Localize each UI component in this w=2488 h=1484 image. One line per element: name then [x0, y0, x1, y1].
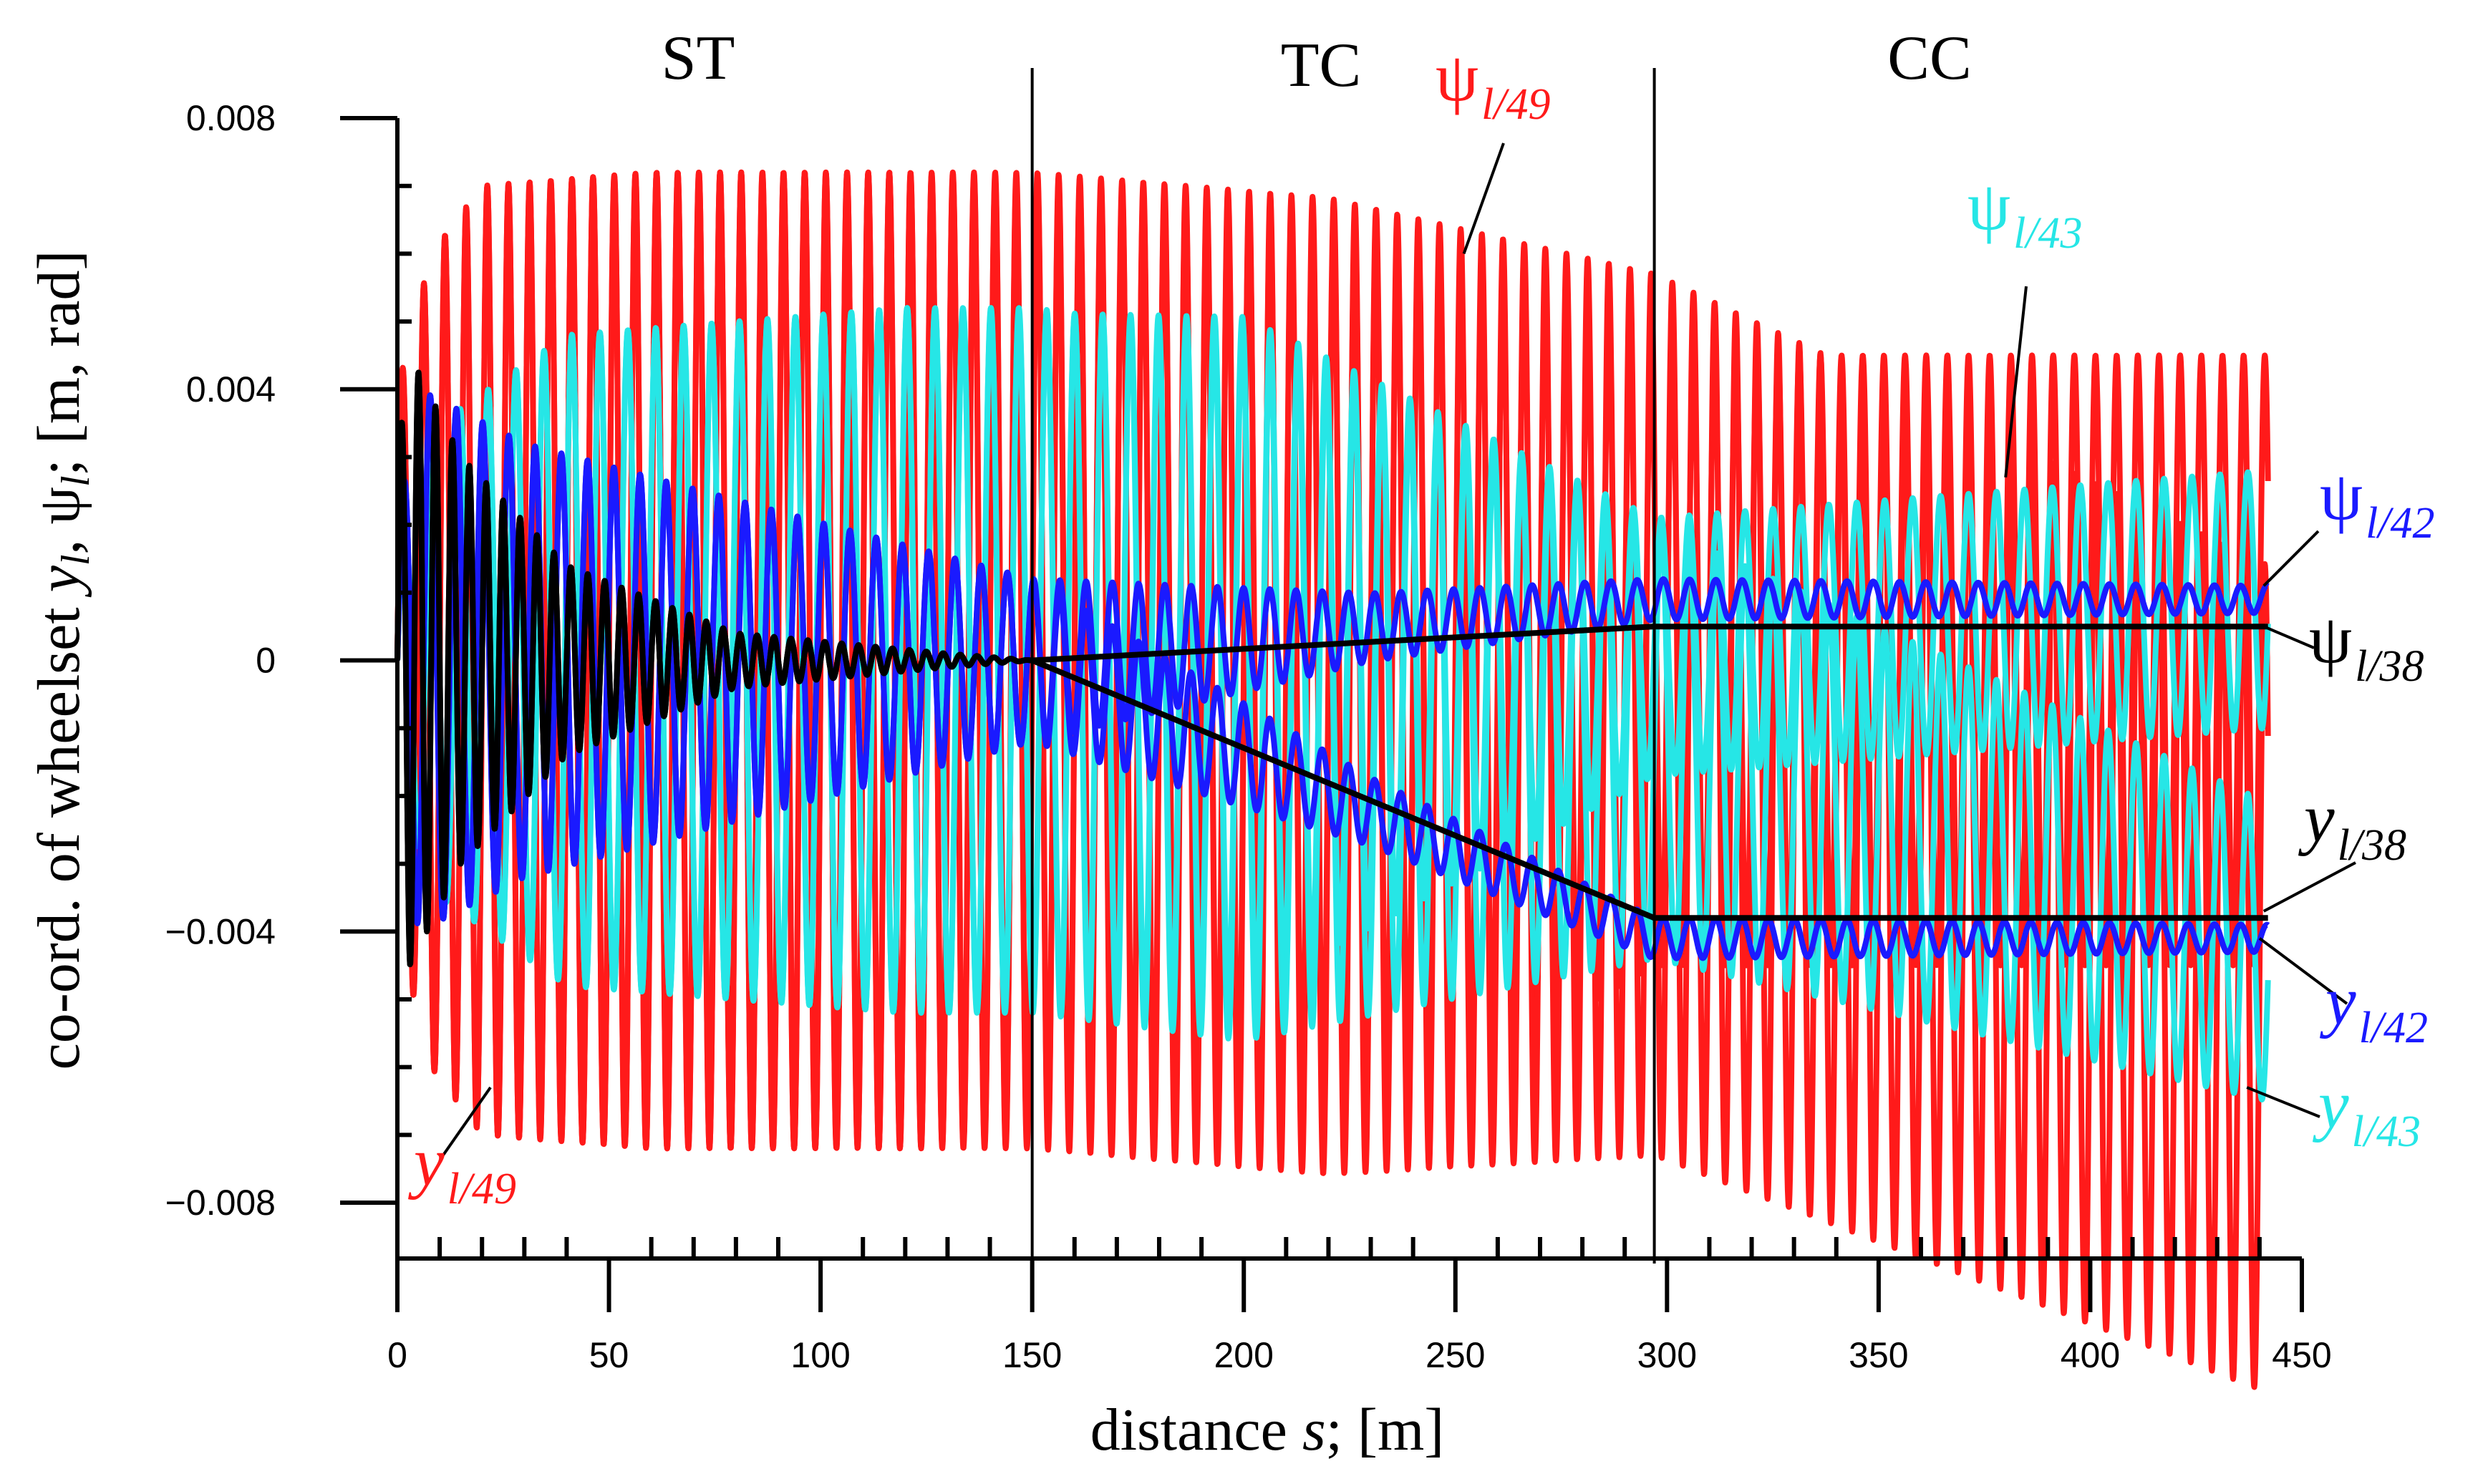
leader-line-psil-42	[2262, 530, 2320, 587]
axes: 0.008 0.004 0 −0.004 −0.008 0 50 100 150 200 250 30…	[165, 98, 2332, 1375]
series-label-psil-38: ψl/38	[2309, 601, 2424, 691]
series-subscript: l/38	[2355, 642, 2424, 691]
series-label-yl-49: yl/49	[407, 1123, 516, 1213]
leader-line-yl-43	[2246, 1086, 2320, 1118]
section-boundaries	[1030, 68, 1656, 1264]
y-tick-label: 0.008	[186, 98, 276, 138]
series-symbol: y	[407, 1123, 445, 1200]
x-tick-label: 450	[2272, 1335, 2331, 1375]
series-label-yl-38: yl/38	[2298, 780, 2406, 870]
section-label-cc: CC	[1887, 24, 1971, 93]
series-line-yl-38	[395, 369, 2271, 968]
series-symbol: ψ	[2320, 457, 2363, 534]
series-subscript: l/49	[1481, 80, 1550, 129]
series-symbol: ψ	[2309, 601, 2352, 677]
series-subscript: l/49	[447, 1165, 516, 1213]
series-subscript: l/42	[2366, 499, 2434, 548]
x-tick-label: 250	[1425, 1335, 1485, 1375]
series-subscript: l/38	[2338, 821, 2406, 870]
series-label-psil-49: ψl/49	[1436, 39, 1551, 129]
series-label-psil-43: ψl/43	[1967, 168, 2083, 258]
section-labels: ST TC CC	[662, 24, 1972, 100]
leader-line-psil-38	[2263, 625, 2315, 649]
y-tick-label: −0.008	[165, 1183, 276, 1223]
series-subscript: l/42	[2359, 1004, 2428, 1052]
series-label-yl-42: yl/42	[2319, 962, 2428, 1052]
leader-line-yl-42	[2258, 937, 2348, 1005]
x-tick-label: 200	[1214, 1335, 1274, 1375]
y-tick-label: −0.004	[165, 911, 276, 951]
section-label-st: ST	[662, 24, 735, 93]
leader-line-psil-49	[1462, 142, 1505, 255]
series-symbol: ψ	[1967, 168, 2010, 244]
series-symbol: ψ	[1436, 39, 1478, 115]
y-axis-title: co-ord. of wheelset yl, ψl; [m, rad]	[26, 251, 98, 1070]
y-tick-label: 0	[256, 641, 276, 681]
x-axis-title: distance s; [m]	[1090, 1397, 1445, 1463]
series-symbol: y	[2298, 780, 2335, 856]
series-line-yl-49	[395, 169, 2271, 1390]
leader-line-yl-49	[441, 1086, 492, 1158]
series-symbol: y	[2319, 962, 2356, 1039]
x-tick-label: 100	[790, 1335, 850, 1375]
x-tick-label: 350	[1849, 1335, 1908, 1375]
leader-line-yl-38	[2262, 861, 2356, 913]
x-tick-label: 150	[1002, 1335, 1062, 1375]
x-tick-label: 400	[2061, 1335, 2120, 1375]
x-tick-label: 50	[589, 1335, 629, 1375]
series-label-yl-43: yl/43	[2312, 1066, 2421, 1156]
series-line-yl-42	[395, 392, 2271, 961]
series-subscript: l/43	[2352, 1107, 2421, 1156]
section-label-tc: TC	[1281, 31, 1361, 100]
x-tick-label: 300	[1637, 1335, 1697, 1375]
leader-line-psil-43	[2004, 286, 2028, 478]
series-layer	[395, 169, 2271, 1390]
x-tick-label: 0	[387, 1335, 407, 1375]
series-label-psil-42: ψl/42	[2320, 457, 2435, 548]
y-tick-label: 0.004	[186, 369, 276, 409]
series-subscript: l/43	[2013, 209, 2082, 258]
series-symbol: y	[2312, 1066, 2349, 1143]
